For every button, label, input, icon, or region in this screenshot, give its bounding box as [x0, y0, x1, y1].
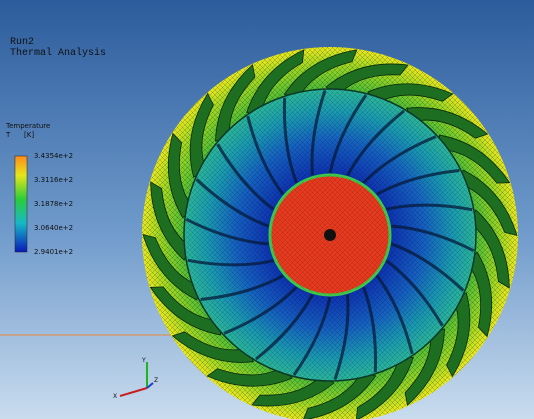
legend-title: Temperature: [5, 122, 50, 130]
analysis-name: Thermal Analysis: [10, 47, 106, 59]
axis-triad: Y X Z: [113, 357, 158, 400]
run-name: Run2: [10, 37, 34, 48]
legend-symbol: T: [5, 131, 11, 139]
legend-labels: 3.4354e+2 3.3116e+2 3.1878e+2 3.0640e+2 …: [34, 152, 73, 256]
legend-label: 2.9401e+2: [34, 248, 73, 256]
axis-label: X: [113, 393, 117, 400]
legend-label: 3.1878e+2: [34, 200, 73, 208]
axis-label: Z: [154, 377, 158, 384]
color-bar: [14, 155, 28, 253]
axis-label: Y: [141, 357, 146, 364]
bore: [324, 229, 336, 241]
legend-label: 3.4354e+2: [34, 152, 73, 160]
legend-label: 3.3116e+2: [34, 176, 73, 184]
legend-unit: [K]: [24, 131, 34, 139]
impeller: [141, 47, 519, 419]
legend-label: 3.0640e+2: [34, 224, 73, 232]
